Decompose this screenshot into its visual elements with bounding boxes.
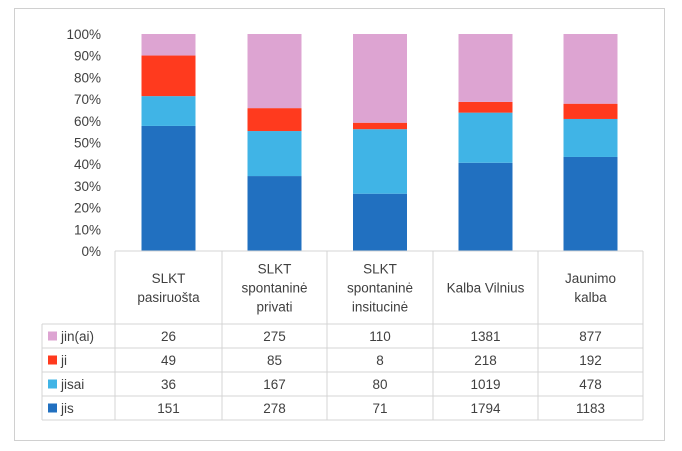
table-cell-value: 275	[263, 329, 286, 344]
table-cell-value: 1019	[470, 377, 500, 392]
table-cell-value: 478	[579, 377, 602, 392]
legend-key	[48, 379, 57, 389]
bar-segment-jinai	[563, 34, 618, 104]
legend-label: ji	[60, 353, 67, 368]
legend-label: jis	[60, 401, 74, 416]
bar-segment-ji	[353, 122, 407, 130]
bar-segment-ji	[458, 101, 513, 113]
y-tick-label: 40%	[74, 157, 101, 172]
bar-segment-jis	[563, 156, 618, 251]
table-cell-value: 8	[376, 353, 384, 368]
table-cell-value: 71	[372, 401, 387, 416]
bar-segment-jisai	[247, 131, 302, 177]
bar-segment-ji	[563, 103, 618, 119]
data-table: SLKT pasiruošta SLKT spontaninė privati SLKT s…	[41, 250, 644, 421]
table-cell-value: 49	[161, 353, 176, 368]
table-cell-value: 110	[369, 329, 391, 344]
table-cell-value: 85	[267, 353, 282, 368]
bar-segment-ji	[141, 55, 196, 97]
y-tick-label: 100%	[66, 27, 101, 42]
category-label: Kalba Vilnius	[447, 281, 525, 296]
y-tick-label: 30%	[74, 179, 101, 194]
table-cell-value: 877	[579, 329, 602, 344]
y-tick-label: 60%	[74, 114, 101, 129]
table-cell-value: 151	[157, 401, 180, 416]
legend-label: jin(ai)	[60, 329, 94, 344]
bar-segment-jisai	[141, 96, 196, 126]
table-cell-value: 167	[263, 377, 286, 392]
bar-segment-jis	[141, 125, 196, 251]
table-cell-value: 26	[161, 329, 176, 344]
legend-label: jisai	[60, 377, 84, 392]
table-cell-value: 192	[579, 353, 602, 368]
chart-frame	[14, 8, 665, 441]
table-cell-value: 218	[474, 353, 497, 368]
bar-segment-jis	[247, 176, 302, 251]
y-tick-label: 80%	[74, 70, 101, 85]
bar-segment-jinai	[141, 34, 196, 56]
table-cell-value: 80	[372, 377, 387, 392]
legend-key	[48, 355, 57, 365]
bar-segment-jisai	[458, 112, 513, 163]
bar-segment-jinai	[353, 34, 407, 123]
category-label: SLKT pasiruošta	[137, 271, 200, 305]
legend-key	[48, 331, 57, 341]
y-tick-label: 70%	[74, 92, 101, 107]
bar-segment-jinai	[247, 34, 302, 109]
bars	[141, 34, 618, 251]
table-cell-value: 1183	[576, 401, 605, 416]
bar-segment-jinai	[458, 34, 513, 102]
bar-segment-jisai	[563, 118, 618, 157]
y-tick-label: 20%	[74, 201, 101, 216]
y-tick-label: 90%	[74, 49, 101, 64]
category-label: Jaunimo kalba	[565, 271, 616, 305]
category-label: SLKT spontaninė privati	[241, 262, 307, 315]
y-tick-label: 50%	[74, 136, 101, 151]
bar-segment-jisai	[353, 129, 407, 194]
table-cell-value: 1794	[470, 401, 501, 416]
y-tick-label: 10%	[74, 222, 101, 237]
table-cell-value: 36	[161, 377, 176, 392]
bar-segment-jis	[458, 162, 513, 251]
table-cell-value: 278	[263, 401, 286, 416]
y-tick-label: 0%	[81, 244, 101, 259]
category-label: SLKT spontaninė insitucinė	[347, 262, 413, 315]
legend-key	[48, 403, 57, 413]
table-cell-value: 1381	[470, 329, 500, 344]
y-axis: 0% 10% 20% 30% 40% 50% 60% 70% 80% 90% 100%	[66, 27, 101, 259]
bar-segment-jis	[353, 193, 407, 251]
bar-segment-ji	[247, 108, 302, 132]
